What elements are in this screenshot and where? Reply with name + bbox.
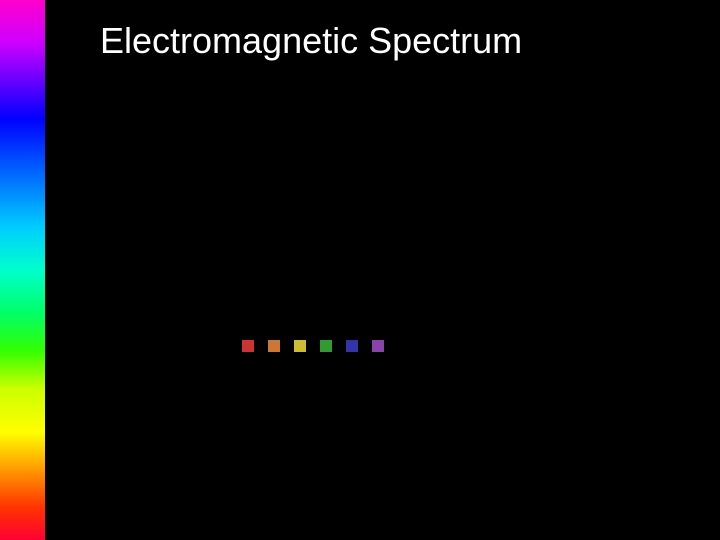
color-dot-1 <box>268 340 280 352</box>
color-dots-row <box>242 340 384 352</box>
color-dot-0 <box>242 340 254 352</box>
color-dot-3 <box>320 340 332 352</box>
color-dot-5 <box>372 340 384 352</box>
page-title: Electromagnetic Spectrum <box>100 20 522 62</box>
color-dot-4 <box>346 340 358 352</box>
spectrum-gradient-bar <box>0 0 45 540</box>
color-dot-2 <box>294 340 306 352</box>
